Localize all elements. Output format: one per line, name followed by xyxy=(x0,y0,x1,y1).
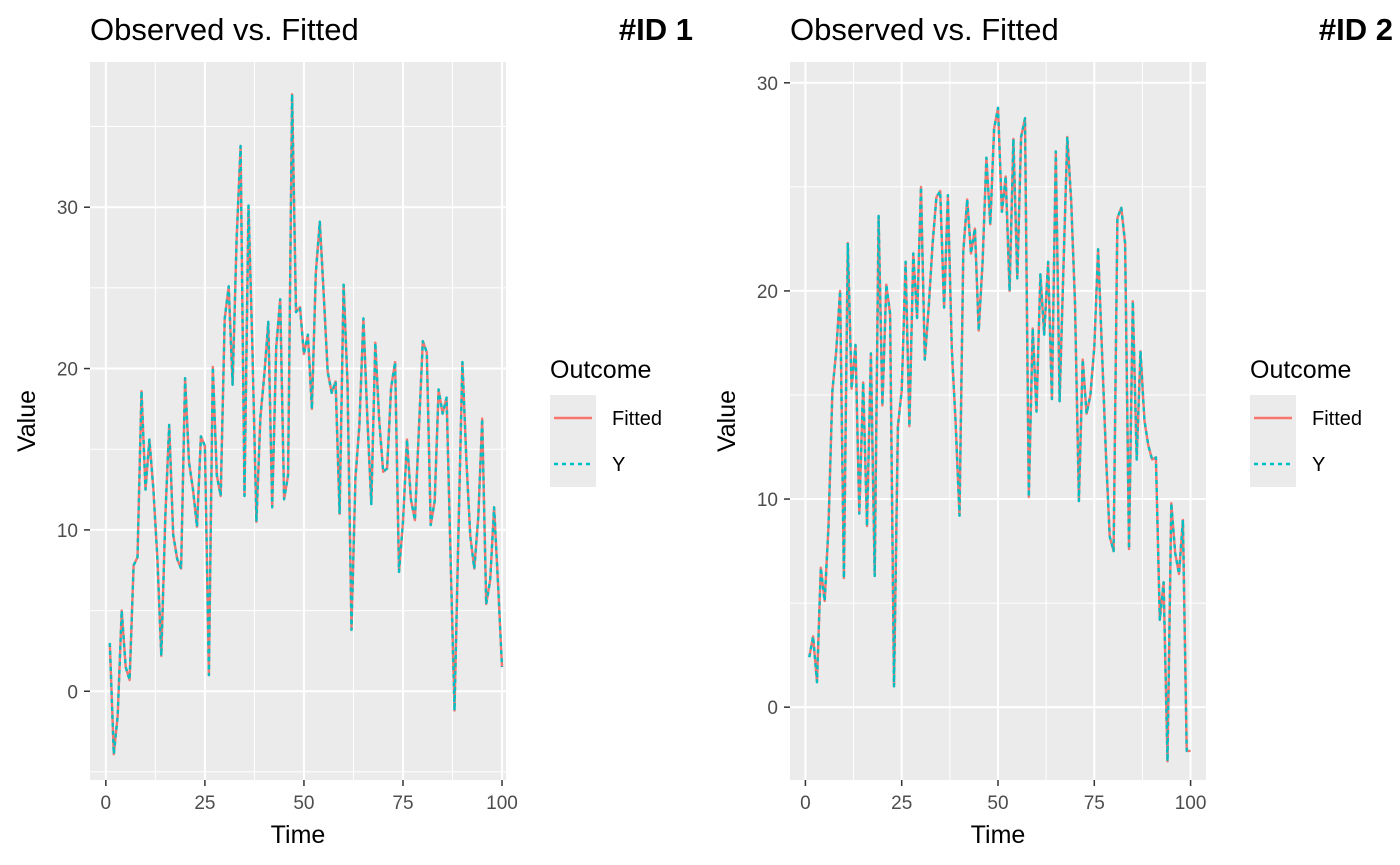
x-tick-label: 25 xyxy=(194,793,215,814)
legend-label-fitted: Fitted xyxy=(1312,408,1362,430)
y-tick-label: 20 xyxy=(57,360,78,381)
chart-tag: #ID 2 xyxy=(1319,12,1393,47)
x-tick-label: 100 xyxy=(1175,793,1207,814)
x-tick-label: 50 xyxy=(293,793,314,814)
chart-title: Observed vs. Fitted xyxy=(90,12,359,47)
x-axis-label: Time xyxy=(271,821,326,849)
x-tick-label: 75 xyxy=(392,793,413,814)
y-tick-label: 10 xyxy=(757,490,778,511)
y-axis-label: Value xyxy=(713,390,741,452)
chart-panel-2: Observed vs. Fitted #ID 2 0 25 50 75 100 0 10 20 3… xyxy=(713,12,1393,849)
legend-label-fitted: Fitted xyxy=(612,408,662,430)
chart-panel-1: Observed vs. Fitted #ID 1 0 25 50 75 100 0 10 20 3… xyxy=(13,12,693,849)
x-tick-label: 100 xyxy=(486,793,518,814)
legend-label-y: Y xyxy=(1312,454,1325,476)
y-tick-label: 0 xyxy=(767,698,778,719)
y-tick-label: 20 xyxy=(757,282,778,303)
legend-title: Outcome xyxy=(1250,356,1351,384)
chart-title: Observed vs. Fitted xyxy=(790,12,1059,47)
x-tick-label: 75 xyxy=(1084,793,1105,814)
x-tick-label: 0 xyxy=(800,793,811,814)
series-line-y xyxy=(808,106,1191,763)
y-tick-label: 30 xyxy=(57,198,78,219)
legend-key-background xyxy=(1250,395,1296,487)
series-line-y xyxy=(108,93,504,756)
y-tick-label: 10 xyxy=(57,521,78,542)
y-tick-label: 0 xyxy=(67,682,78,703)
y-tick-label: 30 xyxy=(757,74,778,95)
chart-tag: #ID 1 xyxy=(619,12,693,47)
x-tick-label: 50 xyxy=(987,793,1008,814)
x-tick-label: 25 xyxy=(891,793,912,814)
x-axis-label: Time xyxy=(971,821,1026,849)
legend-key-background xyxy=(550,395,596,487)
y-axis-label: Value xyxy=(13,390,41,452)
plot-panel xyxy=(90,62,506,780)
legend-label-y: Y xyxy=(612,454,625,476)
x-tick-label: 0 xyxy=(101,793,112,814)
legend-title: Outcome xyxy=(550,356,651,384)
